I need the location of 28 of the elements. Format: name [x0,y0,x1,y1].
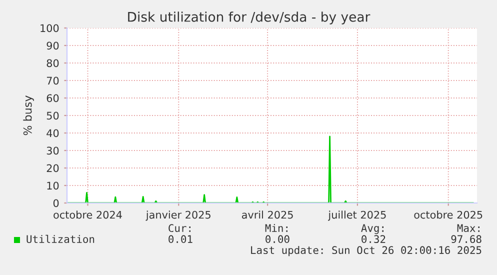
y-tick-label: 60 [46,94,59,102]
text: 97.68 [451,235,482,244]
x-tick-label: octobre 2024 [54,210,122,219]
y-tick-label: 50 [46,112,59,120]
y-axis-title: % busy [23,96,34,136]
legend-label: Utilization [26,234,94,244]
x-tick-label: juillet 2025 [328,210,386,221]
x-tick-label: janvier 2025 [146,210,210,221]
y-tick-label: 100 [40,24,59,32]
y-tick-label: 20 [46,164,59,172]
text: 0.01 [168,235,192,244]
text: Avg: [361,224,384,234]
y-tick-label: 80 [46,59,59,68]
y-tick-label: 10 [47,182,59,190]
text: Last update: Sun Oct 26 02:00:16 2025 [251,246,482,256]
y-tick-label: 90 [46,42,59,50]
y-tick-label: 30 [46,146,59,155]
chart-title: Disk utilization for /dev/sda - by year [128,12,370,24]
x-tick-label: octobre 2025 [414,210,482,219]
text: Max: [457,224,480,232]
y-tick-label: 40 [46,129,59,138]
y-tick-label: 0 [53,199,59,208]
text: Cur: [168,224,190,232]
text: 0.00 [266,235,290,244]
text: Min: [265,224,288,232]
x-tick-label: avril 2025 [242,210,293,219]
text: 0.32 [362,235,386,244]
y-tick-label: 70 [46,76,59,85]
